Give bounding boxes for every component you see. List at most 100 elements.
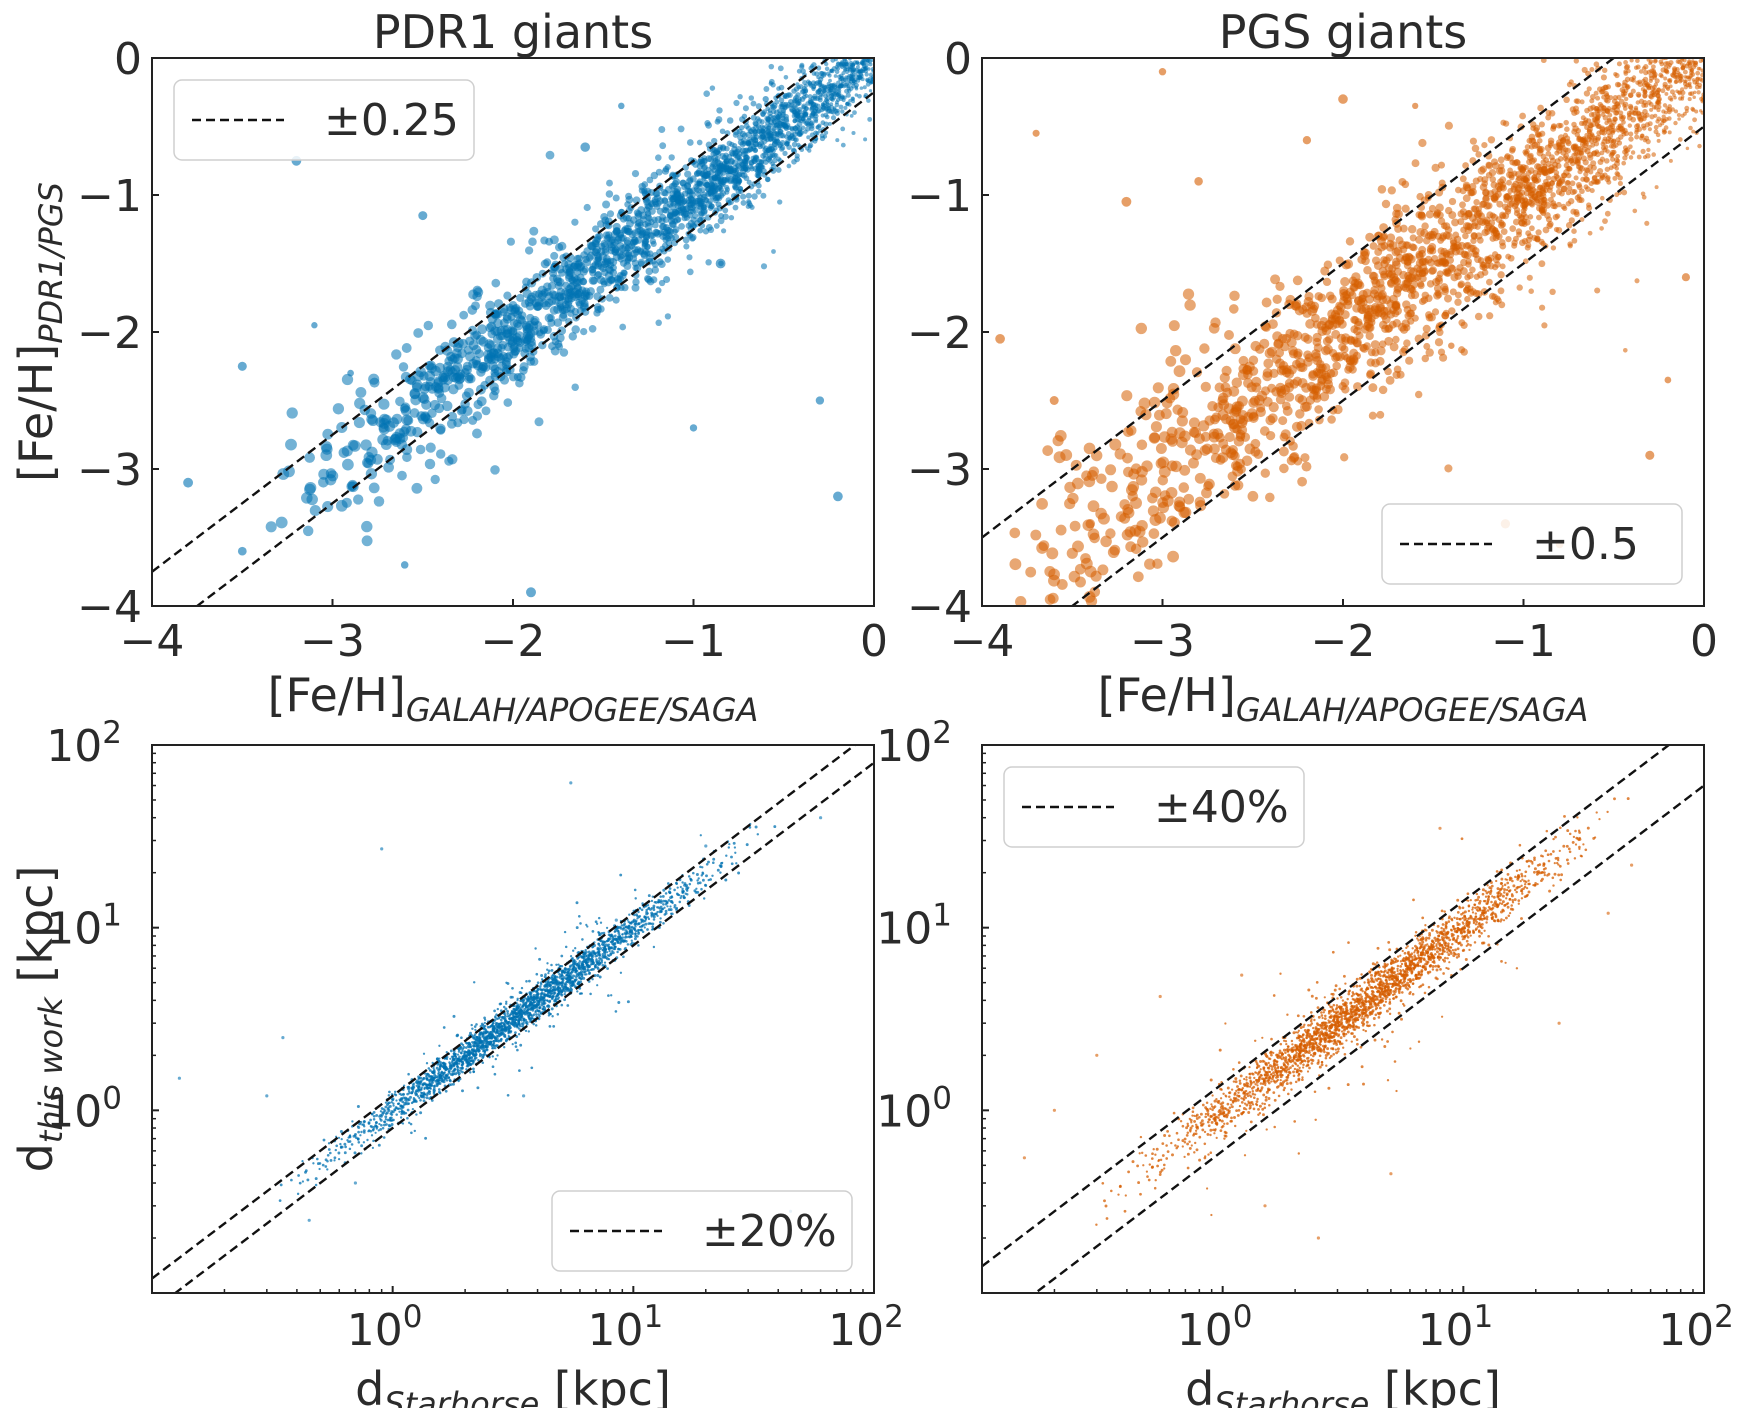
- scatter-point: [1628, 155, 1634, 160]
- scatter-point: [760, 125, 767, 132]
- scatter-point: [1241, 455, 1253, 467]
- scatter-point: [1600, 195, 1605, 201]
- y-tick-label: −3: [77, 445, 142, 496]
- scatter-point: [806, 79, 811, 84]
- scatter-point: [1562, 155, 1569, 161]
- scatter-point: [857, 69, 862, 74]
- scatter-point: [1524, 144, 1531, 150]
- scatter-point: [361, 535, 373, 547]
- scatter-point: [1537, 197, 1545, 205]
- scatter-point: [1599, 172, 1605, 179]
- scatter-point: [645, 227, 653, 235]
- scatter-point: [868, 78, 873, 84]
- scatter-point: [1378, 266, 1388, 276]
- scatter-point: [655, 319, 662, 327]
- scatter-point: [1384, 336, 1394, 346]
- scatter-point: [727, 846, 731, 849]
- scatter-point: [438, 375, 448, 385]
- scatter-point: [1439, 257, 1447, 266]
- y-tick-label: 0: [114, 34, 142, 85]
- scatter-point: [807, 142, 814, 149]
- scatter-point: [1564, 126, 1570, 132]
- scatter-point: [626, 1000, 630, 1004]
- scatter-point: [707, 205, 714, 211]
- scatter-point: [575, 901, 579, 905]
- scatter-point: [1395, 253, 1405, 263]
- scatter-point: [583, 203, 591, 212]
- scatter-point: [401, 424, 411, 434]
- scatter-point: [494, 352, 504, 362]
- scatter-point: [656, 248, 663, 256]
- scatter-point: [746, 199, 752, 204]
- scatter-point: [1295, 409, 1305, 419]
- scatter-point: [1261, 297, 1272, 308]
- scatter-point: [1635, 122, 1641, 128]
- scatter-point: [1563, 96, 1570, 104]
- scatter-point: [1393, 306, 1402, 316]
- scatter-point: [1179, 464, 1191, 476]
- scatter-point: [1487, 262, 1495, 270]
- scatter-point: [384, 1105, 388, 1109]
- scatter-point: [1414, 390, 1423, 399]
- scatter-point: [705, 172, 711, 179]
- scatter-point: [668, 217, 676, 225]
- scatter-point: [596, 220, 605, 228]
- scatter-point: [1552, 214, 1559, 221]
- scatter-point: [363, 458, 374, 469]
- scatter-point: [1620, 128, 1626, 135]
- band-lines: [152, 58, 874, 606]
- scatter-point: [709, 85, 716, 91]
- scatter-point: [554, 281, 563, 290]
- scatter-point: [1668, 158, 1673, 163]
- scatter-point: [1409, 234, 1417, 242]
- scatter-point: [1209, 443, 1220, 455]
- scatter-point: [1105, 464, 1117, 476]
- scatter-point: [453, 418, 463, 428]
- scatter-point: [1607, 124, 1613, 131]
- scatter-point: [1584, 124, 1590, 131]
- scatter-point: [1403, 339, 1411, 347]
- scatter-point: [1616, 94, 1622, 101]
- scatter-point: [435, 345, 445, 356]
- scatter-point: [1641, 103, 1647, 108]
- scatter-point: [1422, 331, 1430, 340]
- scatter-point: [1602, 114, 1609, 121]
- scatter-point: [1483, 202, 1491, 210]
- scatter-point: [816, 75, 821, 80]
- scatter-point: [1376, 236, 1386, 246]
- scatter-point: [421, 381, 431, 392]
- scatter-point: [387, 1094, 391, 1097]
- scatter-point: [1486, 312, 1494, 320]
- scatter-point: [385, 1123, 388, 1126]
- scatter-point: [743, 151, 749, 157]
- scatter-point: [544, 298, 554, 308]
- scatter-point: [1251, 376, 1262, 387]
- scatter-point: [834, 100, 839, 105]
- scatter-point: [1683, 75, 1688, 79]
- scatter-point: [1423, 342, 1431, 350]
- scatter-point: [1387, 186, 1396, 195]
- scatter-point: [785, 92, 792, 98]
- scatter-point: [646, 176, 654, 184]
- scatter-point: [821, 88, 826, 94]
- scatter-point: [1068, 570, 1081, 583]
- scatter-point: [1583, 90, 1591, 97]
- scatter-point: [1564, 180, 1571, 187]
- scatter-point: [1030, 529, 1042, 541]
- scatter-point: [1015, 596, 1027, 606]
- scatter-point: [1474, 255, 1482, 264]
- scatter-point: [836, 80, 841, 85]
- scatter-point: [1126, 425, 1137, 436]
- scatter-point: [830, 115, 837, 121]
- scatter-point: [467, 325, 478, 335]
- scatter-point: [743, 175, 750, 182]
- scatter-point: [1671, 66, 1678, 72]
- scatter-point: [1499, 263, 1506, 270]
- scatter-point: [1149, 432, 1160, 443]
- scatter-point: [425, 442, 436, 453]
- scatter-point: [660, 223, 668, 231]
- scatter-point: [1472, 289, 1481, 298]
- scatter-point: [1376, 410, 1385, 419]
- scatter-point: [338, 447, 350, 458]
